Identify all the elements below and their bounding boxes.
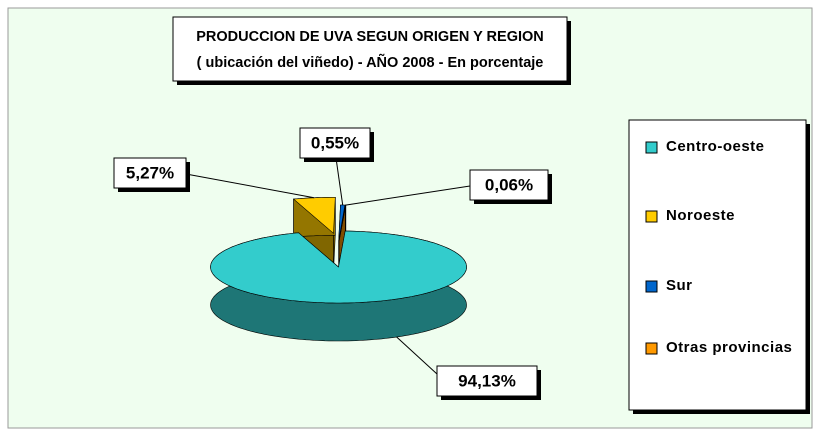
data-label-box — [299, 127, 371, 159]
legend-swatch — [645, 342, 658, 355]
pie-slice — [210, 230, 467, 304]
data-label: 0,06% — [485, 175, 533, 194]
legend-swatch — [645, 210, 658, 223]
data-label: 5,27% — [126, 163, 174, 182]
legend-box — [628, 119, 807, 411]
chart-subtitle: ( ubicación del viñedo) - AÑO 2008 - En … — [197, 53, 544, 71]
data-label-box — [113, 157, 187, 189]
leader-line — [345, 185, 471, 206]
data-label: 94,13% — [458, 371, 516, 390]
data-label-box — [469, 169, 549, 201]
data-label: 0,55% — [311, 133, 359, 152]
leader-line — [396, 336, 438, 375]
legend-label: Otras provincias — [666, 339, 793, 356]
legend-label: Sur — [666, 277, 693, 294]
legend-label: Centro-oeste — [666, 138, 765, 155]
pie-slice — [292, 197, 336, 234]
legend-swatch — [645, 280, 658, 293]
legend-swatch — [645, 141, 658, 154]
title-box — [172, 16, 568, 82]
legend-label: Noroeste — [666, 207, 736, 224]
leader-line — [335, 157, 344, 206]
data-label-box — [436, 365, 538, 397]
leader-line — [185, 173, 315, 199]
chart-title: PRODUCCION DE UVA SEGUN ORIGEN Y REGION — [196, 29, 544, 45]
